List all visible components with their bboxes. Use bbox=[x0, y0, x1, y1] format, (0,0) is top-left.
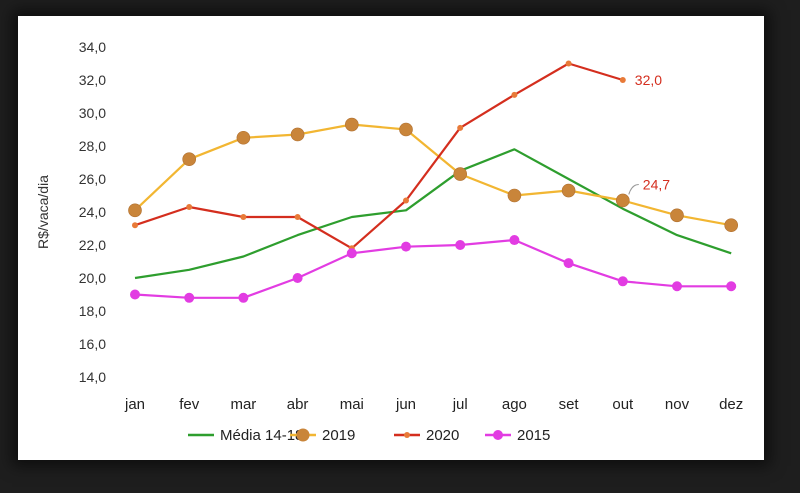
data-point bbox=[507, 188, 522, 203]
x-tick-label: ago bbox=[502, 396, 527, 413]
x-tick-label: jul bbox=[452, 396, 468, 413]
x-tick-label: fev bbox=[179, 396, 200, 413]
y-tick-label: 14,0 bbox=[79, 369, 106, 385]
series-layer bbox=[128, 60, 739, 303]
data-point bbox=[132, 222, 138, 229]
y-tick-label: 24,0 bbox=[79, 204, 106, 220]
y-tick-label: 28,0 bbox=[79, 138, 106, 154]
data-point bbox=[615, 193, 630, 208]
data-point bbox=[290, 127, 305, 142]
data-point bbox=[182, 152, 196, 166]
legend-marker bbox=[493, 430, 503, 440]
y-tick-label: 18,0 bbox=[79, 303, 106, 319]
data-point bbox=[401, 241, 411, 252]
series-2 bbox=[132, 60, 626, 252]
data-point bbox=[457, 124, 464, 131]
series-line bbox=[134, 62, 624, 250]
x-tick-label: set bbox=[559, 396, 580, 413]
y-axis-label: R$/vaca/dia bbox=[35, 175, 51, 249]
legend-label: 2020 bbox=[426, 427, 459, 444]
series-3 bbox=[130, 235, 737, 303]
data-point bbox=[346, 248, 357, 259]
x-tick-label: jun bbox=[395, 396, 416, 413]
annotation-label: 24,7 bbox=[643, 176, 670, 192]
x-tick-label: mai bbox=[340, 396, 364, 413]
data-point bbox=[128, 203, 142, 218]
x-tick-label: nov bbox=[665, 396, 690, 413]
x-tick-label: abr bbox=[287, 396, 309, 413]
data-point bbox=[453, 167, 468, 181]
series-line bbox=[134, 148, 732, 280]
data-point bbox=[240, 213, 247, 220]
data-point bbox=[238, 292, 249, 303]
y-tick-label: 32,0 bbox=[79, 72, 106, 88]
legend: Média 14-18 2019 2020 2015 bbox=[188, 427, 550, 444]
data-point bbox=[561, 183, 576, 198]
y-tick-label: 16,0 bbox=[79, 336, 106, 352]
legend-marker bbox=[404, 432, 410, 438]
data-point bbox=[672, 281, 682, 292]
annotation-leader bbox=[628, 183, 639, 195]
data-point bbox=[670, 208, 684, 223]
legend-marker bbox=[296, 428, 310, 442]
x-tick-label: mar bbox=[230, 396, 256, 413]
data-point bbox=[511, 91, 518, 98]
data-point bbox=[403, 197, 409, 204]
y-tick-label: 20,0 bbox=[79, 270, 106, 286]
annotation-label: 32,0 bbox=[635, 72, 662, 88]
data-point bbox=[292, 273, 303, 283]
legend-item: 2020 bbox=[394, 427, 459, 444]
legend-item: Média 14-18 bbox=[188, 427, 303, 444]
chart-frame: R$/vaca/dia 14,0 16,0 18,0 20,0 22,0 24,0 26,0 2… bbox=[18, 16, 764, 460]
data-point bbox=[186, 204, 193, 211]
series-1 bbox=[128, 117, 739, 232]
data-point bbox=[236, 130, 251, 145]
data-point bbox=[724, 218, 739, 232]
axes: R$/vaca/dia 14,0 16,0 18,0 20,0 22,0 24,0 26,0 2… bbox=[35, 39, 743, 413]
legend-item: 2015 bbox=[485, 427, 550, 444]
data-point bbox=[455, 240, 466, 250]
data-point bbox=[509, 235, 520, 246]
data-point bbox=[399, 122, 413, 137]
series-line bbox=[134, 238, 732, 299]
legend-item: 2019 bbox=[290, 427, 355, 444]
y-tick-label: 34,0 bbox=[79, 39, 106, 55]
data-point bbox=[184, 292, 195, 303]
legend-label: Média 14-18 bbox=[220, 427, 303, 444]
series-line bbox=[134, 123, 732, 227]
data-point bbox=[294, 213, 301, 220]
data-point bbox=[565, 60, 572, 67]
annotation-layer: 32,0 24,7 bbox=[628, 72, 670, 195]
y-tick-label: 30,0 bbox=[79, 105, 106, 121]
x-tick-label: out bbox=[612, 396, 634, 413]
line-chart: R$/vaca/dia 14,0 16,0 18,0 20,0 22,0 24,0 26,0 2… bbox=[35, 39, 743, 444]
series-0 bbox=[134, 148, 732, 280]
data-point bbox=[617, 276, 628, 287]
y-tick-label: 22,0 bbox=[79, 237, 106, 253]
legend-label: 2015 bbox=[517, 427, 550, 444]
legend-label: 2019 bbox=[322, 427, 355, 444]
data-point bbox=[130, 289, 140, 300]
y-tick-label: 26,0 bbox=[79, 171, 106, 187]
data-point bbox=[344, 117, 359, 132]
x-tick-label: jan bbox=[124, 396, 145, 413]
data-point bbox=[619, 77, 626, 83]
data-point bbox=[563, 258, 574, 269]
x-tick-label: dez bbox=[719, 396, 743, 413]
data-point bbox=[726, 281, 737, 292]
